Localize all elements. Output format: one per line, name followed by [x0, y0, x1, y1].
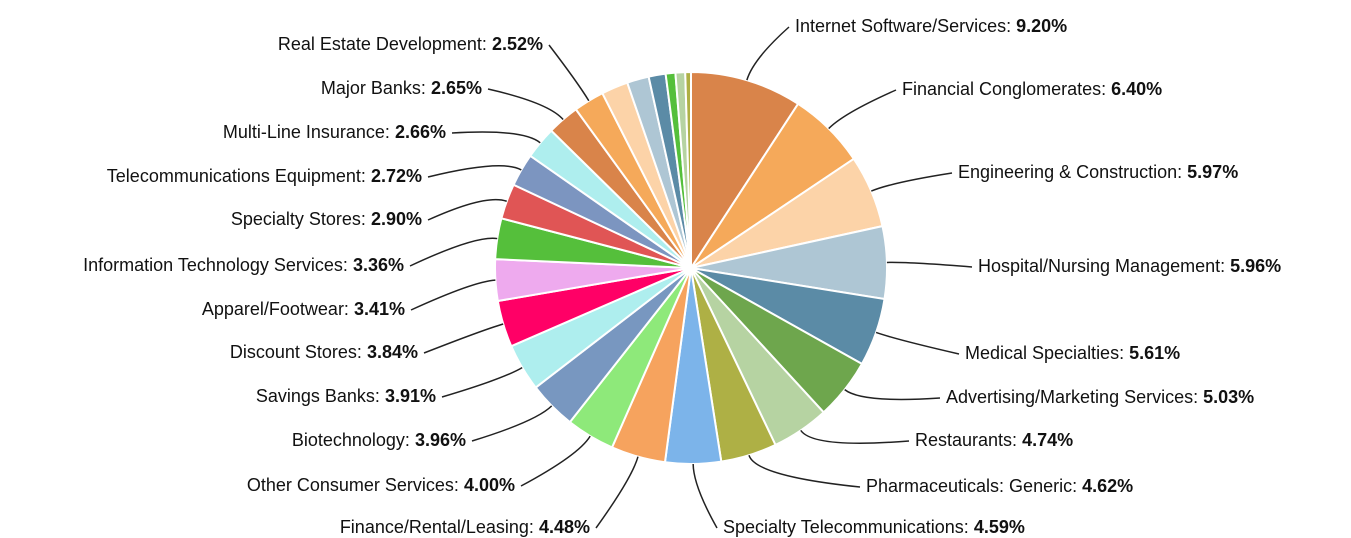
leader-line [692, 463, 718, 529]
value-label: 3.36% [353, 255, 404, 275]
value-label: 2.66% [395, 122, 446, 142]
leader-line [427, 165, 522, 178]
leader-line [748, 454, 861, 488]
data-label: Engineering & Construction: 5.97% [958, 162, 1238, 182]
category-label: Real Estate Development: [278, 34, 487, 54]
category-label: Major Banks: [321, 78, 426, 98]
category-label: Multi-Line Insurance: [223, 122, 390, 142]
leader-line [875, 331, 960, 355]
value-label: 2.90% [371, 209, 422, 229]
value-label: 3.41% [354, 299, 405, 319]
leader-line [844, 389, 941, 401]
data-label: Pharmaceuticals: Generic: 4.62% [866, 476, 1133, 496]
value-label: 6.40% [1111, 79, 1162, 99]
category-label: Advertising/Marketing Services: [946, 387, 1198, 407]
slice [684, 70, 692, 269]
leader-line [423, 323, 504, 354]
value-label: 5.97% [1187, 162, 1238, 182]
data-label: Specialty Stores: 2.90% [231, 209, 422, 229]
data-label: Advertising/Marketing Services: 5.03% [946, 387, 1254, 407]
leader-line [800, 429, 910, 444]
leader-line [886, 261, 973, 268]
value-label: 3.91% [385, 386, 436, 406]
category-label: Discount Stores: [230, 342, 362, 362]
value-label: 2.52% [492, 34, 543, 54]
data-label: Hospital/Nursing Management: 5.96% [978, 256, 1281, 276]
value-label: 2.72% [371, 166, 422, 186]
value-label: 9.20% [1016, 16, 1067, 36]
category-label: Financial Conglomerates: [902, 79, 1106, 99]
category-label: Engineering & Construction: [958, 162, 1182, 182]
leader-line [410, 279, 496, 311]
data-label: Telecommunications Equipment: 2.72% [107, 166, 422, 186]
value-label: 4.48% [539, 517, 590, 537]
data-label: Real Estate Development: 2.52% [278, 34, 543, 54]
value-label: 3.96% [415, 430, 466, 450]
data-label: Internet Software/Services: 9.20% [795, 16, 1067, 36]
data-label: Medical Specialties: 5.61% [965, 343, 1180, 363]
category-label: Other Consumer Services: [247, 475, 459, 495]
category-label: Restaurants: [915, 430, 1017, 450]
category-label: Medical Specialties: [965, 343, 1124, 363]
category-label: Biotechnology: [292, 430, 410, 450]
leader-line [451, 131, 541, 144]
data-label: Finance/Rental/Leasing: 4.48% [340, 517, 590, 537]
data-label: Discount Stores: 3.84% [230, 342, 418, 362]
data-label: Biotechnology: 3.96% [292, 430, 466, 450]
data-label: Restaurants: 4.74% [915, 430, 1073, 450]
leader-line [409, 237, 498, 267]
value-label: 2.65% [431, 78, 482, 98]
category-label: Savings Banks: [256, 386, 380, 406]
value-label: 4.62% [1082, 476, 1133, 496]
slice [690, 70, 800, 272]
category-label: Internet Software/Services: [795, 16, 1011, 36]
category-label: Telecommunications Equipment: [107, 166, 366, 186]
leader-line [487, 88, 564, 120]
leader-line [595, 456, 639, 529]
value-label: 4.74% [1022, 430, 1073, 450]
leader-line [548, 44, 590, 102]
value-label: 5.61% [1129, 343, 1180, 363]
category-label: Specialty Stores: [231, 209, 366, 229]
leader-line [427, 198, 507, 221]
value-label: 5.96% [1230, 256, 1281, 276]
data-label: Multi-Line Insurance: 2.66% [223, 122, 446, 142]
value-label: 5.03% [1203, 387, 1254, 407]
slices [494, 70, 888, 465]
leader-line [746, 26, 790, 81]
leader-line [870, 172, 953, 192]
data-label: Information Technology Services: 3.36% [83, 255, 404, 275]
category-label: Apparel/Footwear: [202, 299, 349, 319]
category-label: Pharmaceuticals: Generic: [866, 476, 1077, 496]
category-label: Specialty Telecommunications: [723, 517, 969, 537]
category-label: Finance/Rental/Leasing: [340, 517, 534, 537]
value-label: 4.59% [974, 517, 1025, 537]
leader-line [441, 366, 523, 398]
data-label: Other Consumer Services: 4.00% [247, 475, 515, 495]
data-label: Specialty Telecommunications: 4.59% [723, 517, 1025, 537]
value-label: 4.00% [464, 475, 515, 495]
category-label: Information Technology Services: [83, 255, 348, 275]
category-label: Hospital/Nursing Management: [978, 256, 1225, 276]
leader-line [520, 435, 591, 487]
data-label: Savings Banks: 3.91% [256, 386, 436, 406]
leader-line [471, 405, 553, 442]
data-label: Apparel/Footwear: 3.41% [202, 299, 405, 319]
data-label: Major Banks: 2.65% [321, 78, 482, 98]
leader-line [828, 89, 897, 130]
data-label: Financial Conglomerates: 6.40% [902, 79, 1162, 99]
value-label: 3.84% [367, 342, 418, 362]
